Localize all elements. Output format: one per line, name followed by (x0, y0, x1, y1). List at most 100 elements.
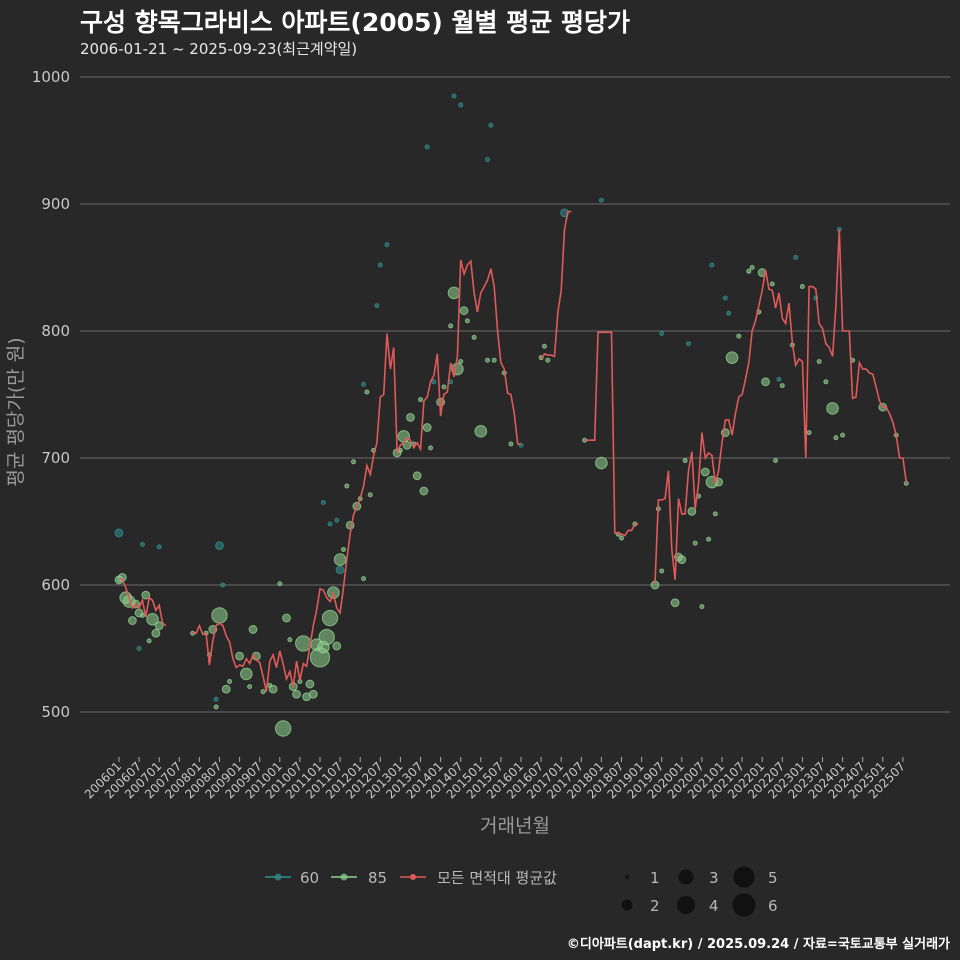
size-legend-dot-6 (732, 893, 756, 917)
scatter-point-60 (793, 254, 799, 260)
scatter-point-85 (687, 506, 697, 516)
scatter-point-85 (670, 598, 680, 608)
y-axis-ticks: 500 600 700 800 900 1000 (32, 68, 70, 721)
scatter-point-85 (816, 358, 822, 364)
legend-item-85[interactable]: 85 (331, 869, 387, 887)
scatter-point-85 (277, 581, 283, 587)
size-legend-label-3: 3 (709, 869, 719, 887)
scatter-point-60 (709, 262, 715, 268)
scatter-point-60 (136, 646, 142, 651)
scatter-point-60 (139, 541, 145, 547)
scatter-point-85 (221, 684, 231, 694)
source-caption: ©디아파트(dapt.kr) / 2025.09.24 / 자료=국토교통부 실… (566, 937, 950, 952)
scatter-points (114, 93, 909, 737)
scatter-point-85 (464, 318, 470, 324)
y-tick-label: 1000 (32, 68, 70, 86)
scatter-point-85 (367, 492, 373, 498)
scatter-point-85 (139, 612, 145, 618)
scatter-point-85 (746, 268, 752, 274)
scatter-point-85 (682, 458, 688, 464)
legend-item-60[interactable]: 60 (265, 869, 319, 887)
scatter-point-85 (508, 441, 514, 447)
size-legend-dot-1 (625, 875, 629, 879)
scatter-point-85 (659, 568, 665, 574)
scatter-point-85 (402, 440, 412, 450)
y-tick-label: 700 (41, 449, 70, 467)
scatter-point-60 (384, 242, 390, 248)
scatter-point-85 (282, 613, 291, 623)
scatter-point-85 (840, 432, 846, 438)
scatter-point-85 (235, 651, 245, 661)
scatter-point-85 (213, 704, 219, 710)
scatter-point-85 (779, 383, 785, 389)
scatter-point-85 (833, 435, 839, 441)
scatter-point-85 (406, 412, 415, 422)
scatter-point-85 (619, 535, 624, 541)
scatter-point-85 (154, 621, 164, 631)
scatter-point-60 (424, 144, 430, 150)
scatter-point-85 (321, 609, 339, 627)
scatter-point-60 (114, 528, 124, 538)
scatter-point-60 (776, 376, 782, 382)
scatter-point-85 (128, 616, 137, 625)
scatter-point-85 (287, 637, 293, 643)
scatter-point-85 (419, 486, 429, 496)
scatter-point-60 (458, 102, 464, 108)
scatter-point-60 (374, 303, 380, 309)
legend-item-average[interactable]: 모든 면적대 평균값 (400, 869, 557, 887)
scatter-point-60 (213, 696, 219, 702)
x-axis-title: 거래년월 (480, 815, 550, 837)
scatter-point-85 (364, 389, 370, 395)
scatter-point-85 (806, 430, 812, 436)
scatter-point-85 (749, 265, 755, 270)
scatter-point-85 (344, 483, 350, 489)
scatter-point-60 (327, 521, 333, 527)
scatter-point-60 (485, 157, 490, 163)
legend-dot-60 (274, 873, 282, 881)
scatter-point-85 (268, 684, 278, 694)
scatter-point-60 (220, 582, 226, 588)
scatter-point-85 (240, 667, 253, 681)
scatter-point-60 (659, 331, 665, 337)
scatter-point-85 (292, 689, 301, 699)
scatter-point-85 (412, 471, 422, 481)
chart-subtitle: 2006-01-21 ~ 2025-09-23(최근계약일) (80, 40, 358, 58)
size-legend-label-2: 2 (650, 897, 660, 915)
scatter-point-85 (769, 281, 775, 287)
scatter-point-60 (451, 93, 457, 99)
scatter-point-85 (826, 402, 839, 415)
scatter-point-85 (227, 679, 233, 685)
scatter-point-85 (260, 689, 266, 695)
scatter-point-85 (692, 540, 698, 546)
scatter-point-60 (361, 381, 367, 387)
scatter-point-85 (361, 576, 367, 582)
scatter-point-85 (146, 612, 159, 626)
scatter-point-85 (340, 546, 346, 552)
scatter-point-60 (488, 122, 494, 128)
scatter-point-85 (448, 323, 454, 329)
scatter-point-85 (141, 590, 151, 600)
scatter-point-85 (146, 638, 152, 644)
y-axis-title: 평균 평당가(만 원) (5, 337, 27, 486)
scatter-point-85 (447, 286, 461, 300)
scatter-point-85 (725, 351, 739, 364)
scatter-point-85 (332, 641, 342, 651)
scatter-point-85 (459, 306, 469, 316)
size-legend-label-4: 4 (709, 897, 719, 915)
scatter-point-85 (274, 720, 292, 737)
scatter-point-85 (595, 456, 608, 470)
grid-lines (80, 76, 950, 713)
scatter-point-85 (474, 425, 488, 438)
size-legend-dot-5 (733, 866, 755, 888)
y-tick-label: 800 (41, 322, 70, 340)
size-legend-dot-3 (678, 869, 694, 885)
size-legend-label-5: 5 (768, 869, 778, 887)
scatter-point-85 (305, 679, 315, 689)
scatter-point-85 (471, 334, 477, 340)
scatter-point-85 (823, 379, 829, 385)
scatter-point-85 (151, 628, 161, 638)
scatter-point-85 (248, 625, 258, 634)
scatter-point-85 (458, 358, 464, 364)
legend-dot-average (410, 874, 416, 880)
scatter-point-60 (431, 379, 437, 385)
